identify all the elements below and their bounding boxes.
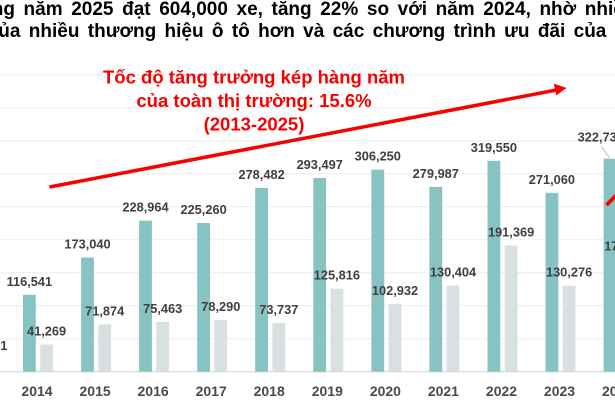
svg-text:130,404: 130,404: [430, 265, 477, 280]
svg-text:116,541: 116,541: [7, 274, 53, 289]
svg-text:của toàn thị trường: 15.6%: của toàn thị trường: 15.6%: [136, 90, 371, 111]
svg-text:125,816: 125,816: [314, 268, 360, 283]
svg-text:2015: 2015: [80, 383, 111, 399]
svg-text:319,550: 319,550: [471, 140, 517, 155]
svg-text:191,369: 191,369: [488, 224, 534, 239]
svg-text:của nhiều thương hiệu ô tô hơn: của nhiều thương hiệu ô tô hơn và các ch…: [0, 21, 607, 42]
svg-text:2014: 2014: [21, 383, 52, 399]
svg-text:2019: 2019: [312, 383, 343, 399]
svg-text:279,987: 279,987: [413, 166, 459, 181]
svg-text:41,269: 41,269: [27, 324, 66, 339]
svg-text:322,735: 322,735: [578, 130, 615, 145]
svg-text:trong năm 2025 đạt 604,000 xe,: trong năm 2025 đạt 604,000 xe, tăng 22% …: [0, 0, 615, 20]
svg-text:78,290: 78,290: [201, 299, 240, 314]
svg-text:176,000: 176,000: [604, 239, 615, 254]
svg-text:2016: 2016: [138, 383, 169, 399]
svg-text:2020: 2020: [370, 383, 401, 399]
svg-text:228,964: 228,964: [122, 200, 169, 215]
svg-text:271,060: 271,060: [529, 172, 575, 187]
svg-text:278,482: 278,482: [238, 167, 284, 182]
svg-text:225,260: 225,260: [180, 202, 226, 217]
svg-text:2023: 2023: [544, 383, 575, 399]
svg-text:173,040: 173,040: [64, 237, 110, 252]
svg-text:71,874: 71,874: [85, 303, 125, 318]
svg-text:293,497: 293,497: [297, 157, 343, 172]
svg-text:2018: 2018: [254, 383, 285, 399]
svg-text:(2013-2025): (2013-2025): [204, 113, 305, 134]
svg-text:1: 1: [0, 338, 7, 353]
svg-text:75,463: 75,463: [143, 301, 182, 316]
svg-text:102,932: 102,932: [372, 283, 418, 298]
svg-text:Tốc độ tăng trưởng kép hàng nă: Tốc độ tăng trưởng kép hàng năm: [103, 67, 405, 88]
svg-text:2022: 2022: [486, 383, 517, 399]
svg-text:130,276: 130,276: [546, 265, 592, 280]
svg-text:2024: 2024: [602, 383, 615, 399]
svg-text:306,250: 306,250: [355, 149, 401, 164]
svg-text:2021: 2021: [428, 383, 459, 399]
svg-text:73,737: 73,737: [259, 302, 298, 317]
svg-text:2017: 2017: [196, 383, 227, 399]
